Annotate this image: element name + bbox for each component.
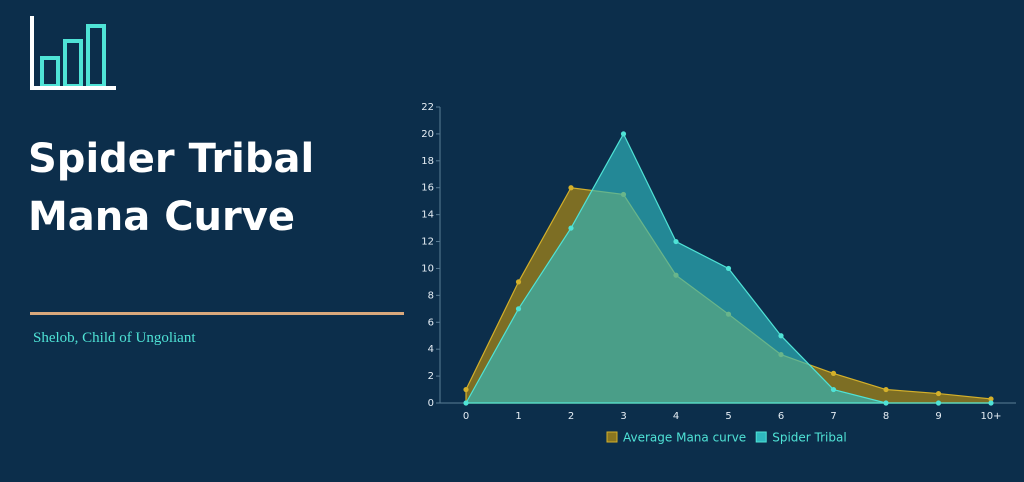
- y-tick-label: 14: [421, 210, 434, 221]
- x-tick-label: 2: [568, 411, 574, 422]
- subtitle: Shelob, Child of Ungoliant: [33, 330, 196, 346]
- point: [568, 225, 574, 231]
- x-tick-label: 0: [463, 411, 469, 422]
- point: [988, 396, 994, 402]
- y-tick-label: 6: [428, 317, 434, 328]
- x-tick-label: 9: [935, 411, 941, 422]
- x-tick-label: 4: [673, 411, 679, 422]
- point: [935, 390, 942, 397]
- point: [935, 400, 942, 406]
- y-tick-label: 2: [428, 371, 434, 382]
- y-tick-label: 16: [421, 183, 434, 194]
- point: [883, 400, 889, 406]
- point: [830, 370, 837, 376]
- x-tick-label: 3: [620, 411, 626, 422]
- legend-swatch: [755, 431, 767, 443]
- x-tick-label: 1: [515, 411, 521, 422]
- divider: [30, 312, 404, 315]
- point: [463, 386, 469, 393]
- point: [515, 279, 522, 285]
- y-tick-label: 8: [428, 290, 434, 301]
- title: Spider Tribal Mana Curve: [28, 136, 315, 240]
- point: [830, 386, 837, 393]
- legend-label: Average Mana curve: [623, 431, 746, 445]
- y-tick-label: 12: [421, 237, 434, 248]
- chart-icon: [30, 16, 116, 90]
- y-tick-label: 0: [428, 398, 434, 409]
- point: [568, 185, 574, 191]
- x-tick-label: 5: [725, 411, 731, 422]
- x-tick-label: 10+: [980, 411, 1001, 422]
- point: [988, 400, 994, 406]
- y-tick-label: 4: [428, 344, 434, 355]
- y-tick-label: 20: [421, 129, 434, 140]
- legend-swatch: [606, 431, 618, 443]
- y-tick-label: 18: [421, 156, 434, 167]
- point: [883, 386, 889, 393]
- point: [620, 131, 627, 137]
- point: [515, 306, 522, 312]
- legend-label: Spider Tribal: [772, 431, 846, 445]
- x-tick-label: 8: [883, 411, 889, 422]
- point: [463, 400, 469, 406]
- point: [778, 333, 784, 339]
- area: [464, 132, 991, 404]
- x-tick-label: 7: [830, 411, 836, 422]
- x-tick-label: 6: [778, 411, 784, 422]
- y-tick-label: 22: [421, 102, 434, 113]
- point: [725, 265, 732, 272]
- point: [673, 238, 679, 245]
- y-tick-label: 10: [421, 263, 434, 274]
